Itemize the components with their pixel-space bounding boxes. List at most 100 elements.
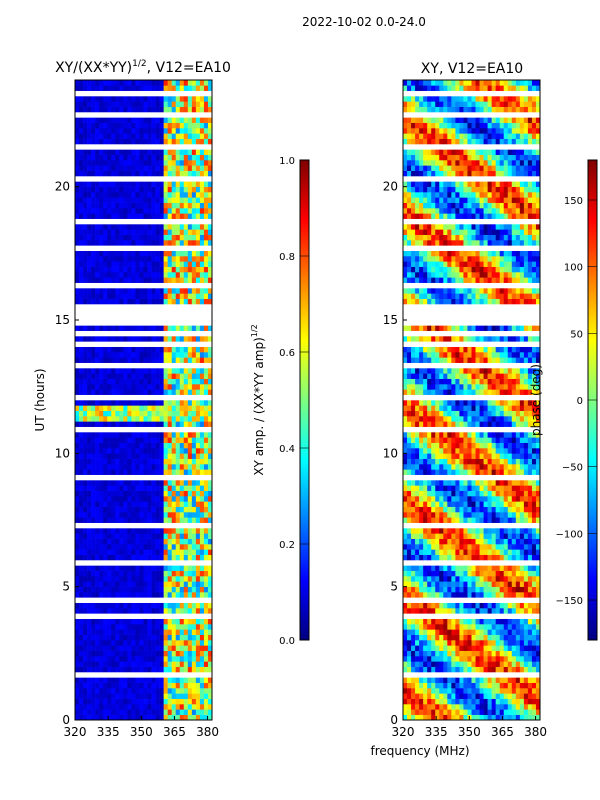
heatmap-cell (171, 581, 177, 587)
heatmap-cell (191, 410, 197, 417)
heatmap-cell (127, 277, 132, 283)
heatmap-cell (103, 448, 108, 454)
heatmap-cell (467, 453, 472, 459)
heatmap-cell (75, 250, 80, 257)
heatmap-cell (447, 618, 452, 625)
heatmap-cell (515, 714, 521, 721)
heatmap-cell (183, 682, 189, 689)
heatmap-cell (139, 538, 144, 545)
heatmap-cell (135, 640, 140, 646)
heatmap-cell (195, 656, 201, 662)
heatmap-cell (143, 240, 148, 246)
heatmap-cell (135, 298, 140, 305)
heatmap-cell (163, 554, 168, 561)
gap-row (75, 309, 212, 315)
heatmap-cell (127, 602, 132, 609)
heatmap-cell (143, 645, 148, 651)
heatmap-cell (195, 437, 201, 443)
heatmap-cell (527, 677, 533, 683)
heatmap-cell (151, 165, 156, 171)
heatmap-cell (119, 240, 124, 246)
heatmap-cell (99, 581, 104, 587)
heatmap-cell (79, 85, 84, 91)
heatmap-cell (151, 149, 156, 155)
heatmap-cell (151, 496, 156, 502)
heatmap-cell (99, 458, 104, 465)
heatmap-cell (179, 373, 185, 379)
heatmap-cell (87, 682, 92, 689)
heatmap-cell (515, 485, 521, 491)
heatmap-cell (163, 272, 168, 278)
heatmap-cell (175, 405, 181, 411)
heatmap-cell (179, 714, 185, 721)
heatmap-cell (175, 544, 181, 550)
heatmap-cell (427, 682, 432, 689)
heatmap-cell (159, 96, 164, 102)
heatmap-cell (199, 272, 205, 278)
heatmap-cell (99, 570, 104, 577)
heatmap-cell (515, 709, 521, 715)
heatmap-cell (159, 554, 164, 561)
heatmap-cell (75, 645, 80, 651)
heatmap-cell (75, 346, 80, 353)
heatmap-cell (151, 464, 156, 470)
heatmap-cell (87, 293, 92, 299)
heatmap-cell (95, 133, 100, 139)
heatmap-cell (535, 512, 541, 518)
heatmap-cell (419, 437, 424, 443)
heatmap-cell (199, 106, 205, 113)
heatmap-cell (107, 581, 112, 587)
heatmap-cell (87, 405, 92, 411)
heatmap-cell (423, 634, 428, 641)
heatmap-cell (187, 405, 193, 411)
heatmap-cell (415, 677, 420, 683)
heatmap-cell (123, 325, 128, 331)
heatmap-cell (195, 501, 201, 507)
heatmap-cell (151, 85, 156, 91)
heatmap-cell (139, 208, 144, 214)
heatmap-cell (535, 602, 541, 609)
heatmap-cell (455, 458, 460, 465)
gap-row (403, 597, 540, 603)
heatmap-cell (195, 288, 201, 294)
heatmap-cell (119, 506, 124, 513)
heatmap-cell (167, 517, 173, 523)
gap-row (403, 672, 540, 678)
heatmap-cell (199, 496, 205, 502)
heatmap-cell (199, 618, 205, 625)
heatmap-cell (455, 656, 460, 662)
heatmap-cell (403, 576, 408, 582)
heatmap-cell (423, 485, 428, 491)
heatmap-cell (143, 80, 148, 86)
heatmap-cell (507, 666, 513, 673)
heatmap-cell (135, 357, 140, 363)
heatmap-cell (179, 666, 185, 673)
heatmap-cell (199, 645, 205, 651)
heatmap-cell (183, 325, 189, 331)
heatmap-cell (139, 496, 144, 502)
heatmap-cell (479, 453, 484, 459)
heatmap-cell (143, 501, 148, 507)
heatmap-cell (175, 698, 181, 705)
heatmap-cell (499, 485, 505, 491)
heatmap-cell (127, 325, 132, 331)
heatmap-cell (407, 586, 412, 593)
heatmap-cell (191, 501, 197, 507)
heatmap-cell (163, 250, 168, 257)
heatmap-cell (119, 656, 124, 662)
heatmap-cell (123, 224, 128, 230)
heatmap-cell (439, 464, 444, 470)
heatmap-cell (483, 533, 488, 539)
heatmap-cell (83, 272, 88, 278)
heatmap-cell (191, 133, 197, 139)
heatmap-cell (107, 234, 112, 241)
heatmap-cell (199, 181, 205, 187)
heatmap-cell (111, 608, 116, 614)
heatmap-cell (191, 656, 197, 662)
heatmap-cell (419, 554, 424, 561)
heatmap-cell (479, 629, 484, 635)
heatmap-cell (147, 101, 152, 107)
heatmap-cell (175, 714, 181, 721)
heatmap-cell (403, 624, 408, 630)
heatmap-cell (455, 592, 460, 598)
